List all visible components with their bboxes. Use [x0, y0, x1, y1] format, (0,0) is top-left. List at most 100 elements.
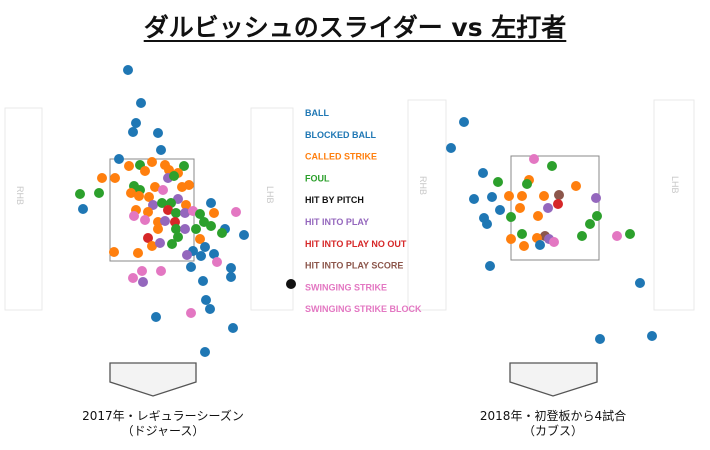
p2017-pitch-26 [94, 188, 104, 198]
caption-2018-line2: （カブス） [522, 424, 583, 438]
p2017-pitch-31 [148, 200, 158, 210]
p2017-pitch-9 [124, 161, 134, 171]
p2018-pitch-40 [647, 331, 657, 341]
legend-item-swinging-strike: SWINGING STRIKE [305, 282, 387, 292]
p2017-pitch-61 [173, 232, 183, 242]
p2017-pitch-44 [195, 209, 205, 219]
p2017-pitch-2 [131, 118, 141, 128]
p2018-pitch-15 [553, 199, 563, 209]
p2017-pitch-38 [143, 207, 153, 217]
p2017-pitch-41 [171, 208, 181, 218]
batter-box-left-2 [407, 99, 447, 311]
p2017-pitch-47 [140, 215, 150, 225]
legend-item-foul: FOUL [305, 173, 330, 183]
p2017-pitch-5 [156, 145, 166, 155]
p2018-pitch-39 [595, 334, 605, 344]
p2018-pitch-24 [585, 219, 595, 229]
p2017-pitch-57 [191, 224, 201, 234]
p2017-pitch-60 [143, 233, 153, 243]
caption-2018: 2018年・初登板から4試合 （カブス） [453, 409, 653, 439]
p2017-pitch-69 [133, 248, 143, 258]
p2018-pitch-10 [469, 194, 479, 204]
caption-2017-line2: （ドジャース） [121, 424, 205, 438]
batter-box-left-1 [4, 107, 43, 311]
p2017-pitch-34 [181, 200, 191, 210]
p2018-pitch-0 [459, 117, 469, 127]
p2017-pitch-40 [163, 205, 173, 215]
p2017-pitch-1 [136, 98, 146, 108]
p2017-pitch-16 [97, 173, 107, 183]
batter-box-left-1-label: RHB [15, 186, 25, 205]
p2017-pitch-70 [109, 247, 119, 257]
legend-item-ball: BALL [305, 108, 329, 118]
p2018-pitch-38 [635, 278, 645, 288]
p2017-pitch-27 [126, 188, 136, 198]
p2017-pitch-85 [151, 312, 161, 322]
p2018-pitch-23 [592, 211, 602, 221]
home-plate-2017 [109, 362, 197, 397]
p2017-pitch-87 [200, 347, 210, 357]
p2017-pitch-80 [198, 276, 208, 286]
legend-item-hit-into-play: HIT INTO PLAY [305, 217, 369, 227]
p2018-pitch-6 [522, 179, 532, 189]
legend-item-hit-into-play-no-out: HIT INTO PLAY NO OUT [305, 239, 407, 249]
p2017-pitch-56 [180, 224, 190, 234]
p2017-pitch-86 [228, 323, 238, 333]
p2017-pitch-52 [206, 221, 216, 231]
p2018-pitch-17 [495, 205, 505, 215]
p2018-pitch-12 [517, 191, 527, 201]
legend-item-swinging-strike-block: SWINGING STRIKE BLOCK [305, 304, 422, 314]
p2017-pitch-0 [123, 65, 133, 75]
p2018-pitch-25 [482, 219, 492, 229]
home-plate-2018 [509, 362, 598, 397]
p2018-pitch-20 [591, 193, 601, 203]
p2017-pitch-79 [138, 277, 148, 287]
batter-box-right-1 [250, 107, 294, 311]
p2018-pitch-2 [529, 154, 539, 164]
p2017-pitch-35 [206, 198, 216, 208]
p2018-pitch-8 [571, 181, 581, 191]
p2017-pitch-68 [209, 249, 219, 259]
legend-item-hit-by-pitch: HIT BY PITCH [305, 195, 364, 205]
p2017-pitch-64 [167, 239, 177, 249]
batter-box-right-2-label: LHB [670, 176, 680, 194]
batter-box-right-2 [653, 99, 695, 311]
p2017-pitch-54 [153, 224, 163, 234]
p2017-pitch-65 [195, 234, 205, 244]
p2018-pitch-3 [547, 161, 557, 171]
p2017-pitch-55 [171, 224, 181, 234]
pitches-2018 [446, 117, 657, 344]
p2017-pitch-82 [201, 295, 211, 305]
p2017-pitch-18 [169, 171, 179, 181]
p2018-pitch-19 [506, 212, 516, 222]
p2017-pitch-76 [156, 266, 166, 276]
caption-2018-line1: 2018年・初登板から4試合 [479, 409, 627, 423]
p2017-pitch-81 [226, 272, 236, 282]
p2017-pitch-49 [160, 216, 170, 226]
p2017-pitch-71 [212, 257, 222, 267]
p2017-pitch-4 [153, 128, 163, 138]
p2018-pitch-7 [493, 177, 503, 187]
p2017-pitch-74 [186, 262, 196, 272]
p2017-pitch-42 [180, 208, 190, 218]
p2017-pitch-25 [75, 189, 85, 199]
p2017-pitch-22 [158, 185, 168, 195]
p2017-pitch-45 [209, 208, 219, 218]
p2017-pitch-29 [144, 192, 154, 202]
pitches-2017 [75, 65, 249, 357]
p2017-pitch-28 [134, 191, 144, 201]
p2017-pitch-24 [177, 182, 187, 192]
p2017-pitch-46 [231, 207, 241, 217]
p2018-pitch-13 [539, 191, 549, 201]
p2018-pitch-26 [517, 229, 527, 239]
p2018-pitch-4 [478, 168, 488, 178]
p2018-pitch-14 [554, 190, 564, 200]
p2017-pitch-15 [110, 173, 120, 183]
p2018-pitch-22 [533, 211, 543, 221]
p2017-pitch-75 [137, 266, 147, 276]
p2017-pitch-6 [114, 154, 124, 164]
p2018-pitch-16 [543, 203, 553, 213]
p2018-pitch-37 [485, 261, 495, 271]
legend-item-blocked-ball: BLOCKED BALL [305, 130, 376, 140]
